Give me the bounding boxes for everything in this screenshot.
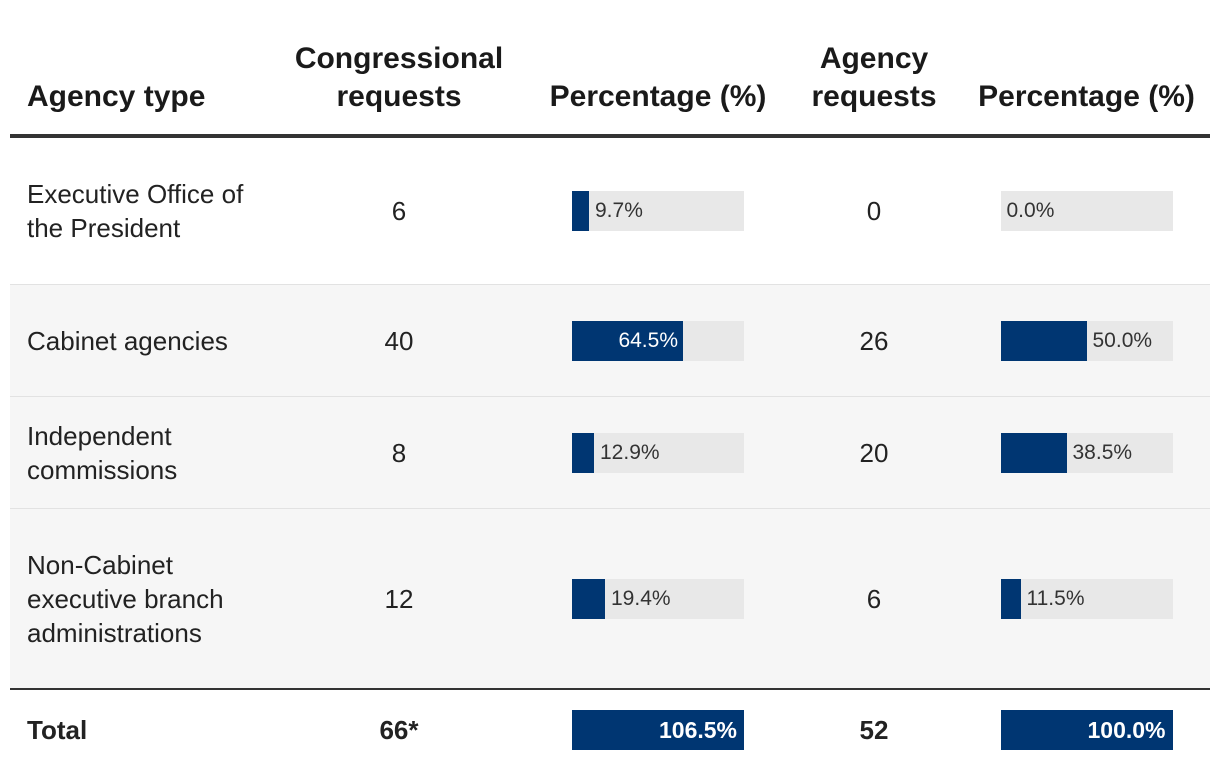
congressional-percentage-bar-fill <box>572 432 594 473</box>
congressional-percentage-bar-cell: 12.9% <box>531 396 785 509</box>
agency-requests-cell: 0 <box>785 136 963 285</box>
congressional-requests-cell: 12 <box>267 508 531 690</box>
agency-percentage-bar-label: 50.0% <box>1092 328 1153 352</box>
total-congressional-requests: 66* <box>267 689 531 770</box>
total-agency-percentage-bar: 100.0% <box>1000 710 1173 750</box>
agency-type-cell: Cabinet agencies <box>10 284 267 397</box>
header-congressional-requests: Congressional requests <box>267 40 531 138</box>
header-agency-requests: Agency requests <box>785 40 963 138</box>
agency-percentage-bar-fill <box>1000 320 1087 361</box>
agency-percentage-bar-label: 0.0% <box>1006 199 1055 222</box>
agency-percentage-bar: 50.0% <box>1000 320 1173 361</box>
agency-percentage-bar-label: 11.5% <box>1026 586 1085 610</box>
congressional-percentage-bar-cell: 19.4% <box>531 508 785 690</box>
table-row: Independent commissions 8 12.9% 20 38.5% <box>10 396 1210 509</box>
total-congressional-percentage-bar-fill <box>572 710 744 750</box>
congressional-requests-cell: 8 <box>267 396 531 509</box>
header-agency-type: Agency type <box>10 40 267 138</box>
congressional-requests-cell: 6 <box>267 136 531 285</box>
total-agency-percentage-bar-label: 100.0% <box>1087 717 1166 743</box>
agency-type-cell: Executive Office of the President <box>10 136 267 285</box>
agency-requests-cell: 6 <box>785 508 963 690</box>
agency-percentage-bar-cell: 11.5% <box>963 508 1210 690</box>
header-percentage-agency: Percentage (%) <box>963 40 1210 138</box>
congressional-percentage-bar-cell: 9.7% <box>531 136 785 285</box>
total-agency-requests: 52 <box>785 689 963 770</box>
agency-percentage-bar: 0.0% <box>1000 191 1173 231</box>
table-row: Cabinet agencies 40 64.5% 26 50.0% <box>10 284 1210 397</box>
congressional-percentage-bar-label: 12.9% <box>600 440 660 464</box>
agency-percentage-bar-label: 38.5% <box>1072 440 1133 464</box>
agency-percentage-bar-fill <box>1000 578 1021 619</box>
total-label: Total <box>10 689 267 770</box>
agency-percentage-bar: 38.5% <box>1000 432 1173 473</box>
congressional-percentage-bar-label: 9.7% <box>595 199 643 222</box>
total-congressional-percentage-bar-cell: 106.5% <box>531 689 785 770</box>
agency-percentage-bar-cell: 0.0% <box>963 136 1210 285</box>
congressional-percentage-bar-fill <box>572 320 683 361</box>
total-congressional-percentage-bar: 106.5% <box>572 710 744 750</box>
congressional-percentage-bar: 9.7% <box>572 191 744 231</box>
agency-percentage-bar-cell: 50.0% <box>963 284 1210 397</box>
congressional-percentage-bar: 12.9% <box>572 432 744 473</box>
congressional-percentage-bar-fill <box>572 191 589 231</box>
total-row: Total 66* 106.5% 52 100.0% <box>10 689 1210 770</box>
congressional-percentage-bar-label: 19.4% <box>611 586 671 610</box>
agency-requests-cell: 20 <box>785 396 963 509</box>
agency-type-cell: Non-Cabinet executive branch administrat… <box>10 508 267 690</box>
table-row: Non-Cabinet executive branch administrat… <box>10 508 1210 690</box>
total-agency-percentage-bar-fill <box>1000 710 1173 750</box>
header-row: Agency type Congressional requests Perce… <box>10 40 1210 138</box>
agency-requests-cell: 26 <box>785 284 963 397</box>
total-congressional-percentage-bar-label: 106.5% <box>658 717 737 743</box>
congressional-percentage-bar: 64.5% <box>572 320 744 361</box>
congressional-percentage-bar-label: 64.5% <box>618 328 678 352</box>
agency-type-cell: Independent commissions <box>10 396 267 509</box>
header-percentage-congressional: Percentage (%) <box>531 40 785 138</box>
agency-percentage-bar: 11.5% <box>1000 578 1173 619</box>
total-agency-percentage-bar-cell: 100.0% <box>963 689 1210 770</box>
congressional-percentage-bar: 19.4% <box>572 578 744 619</box>
agency-percentage-bar-fill <box>1000 432 1067 473</box>
agency-requests-table: Agency type Congressional requests Perce… <box>10 40 1210 770</box>
congressional-percentage-bar-fill <box>572 578 605 619</box>
agency-percentage-bar-cell: 38.5% <box>963 396 1210 509</box>
table-row: Executive Office of the President 6 9.7% 0 0… <box>10 136 1210 285</box>
congressional-requests-cell: 40 <box>267 284 531 397</box>
congressional-percentage-bar-cell: 64.5% <box>531 284 785 397</box>
